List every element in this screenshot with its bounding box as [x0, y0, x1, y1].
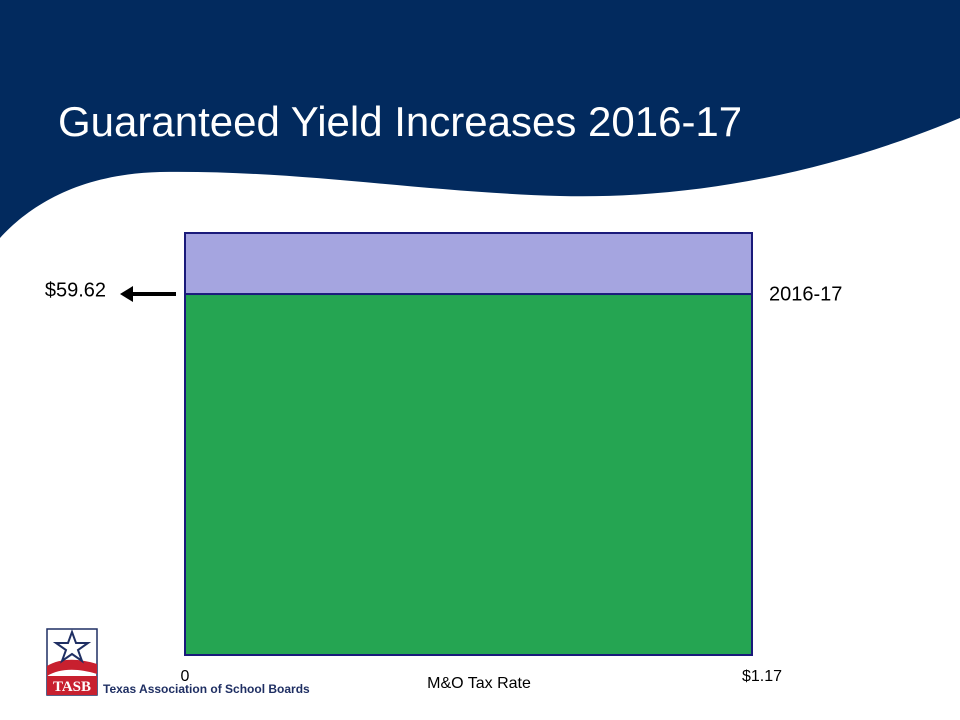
yield-area-1 [184, 293, 753, 656]
tasb-logo-mark: TASB [46, 628, 98, 696]
x-tick-label-1: $1.17 [742, 668, 782, 685]
header-banner [0, 0, 960, 238]
logo-mark-text: TASB [53, 679, 91, 695]
star-icon [52, 629, 92, 664]
banner-wave [0, 0, 960, 238]
left-arrow-icon [120, 286, 176, 303]
tasb-logo: TASB Texas Association of School Boards [46, 628, 310, 700]
organization-name: Texas Association of School Boards [103, 682, 310, 696]
page-title: Guaranteed Yield Increases 2016-17 [58, 98, 743, 145]
y-value-label: $59.62 [45, 279, 106, 301]
series-label-1: 2016-17 [769, 283, 842, 305]
x-axis-label: M&O Tax Rate [427, 675, 531, 692]
x-tick-label-0: 0 [181, 668, 190, 685]
